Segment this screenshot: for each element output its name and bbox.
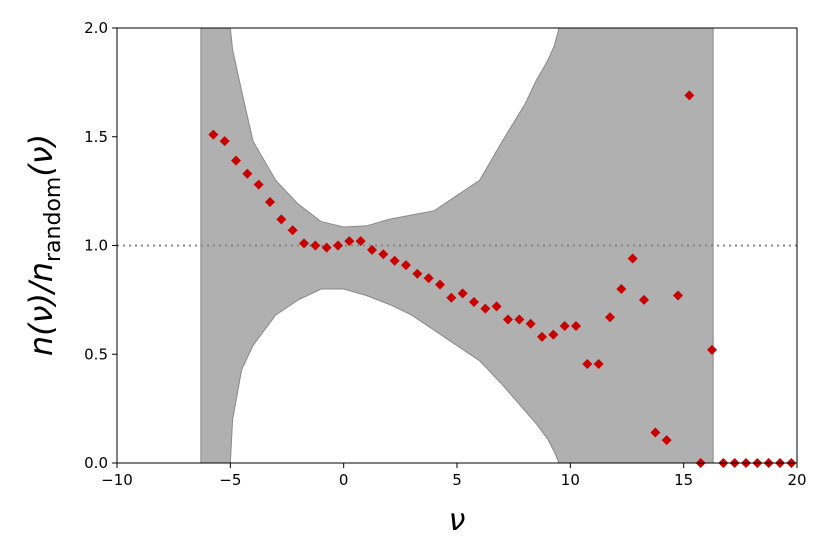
point [208,129,219,140]
point [344,236,355,247]
point [242,168,253,179]
y-label-main: n(ν)/n [22,262,60,356]
point [333,240,343,251]
point [537,331,547,342]
x-tick-label: 5 [452,471,462,489]
point [287,225,298,236]
point [469,297,479,308]
point [661,435,672,446]
point [412,268,423,279]
point [707,344,717,355]
point [299,238,309,249]
point [571,320,581,331]
point [650,427,661,438]
point [548,329,559,340]
x-axis-label: ν [449,503,466,538]
point [265,197,275,207]
point [480,303,491,314]
point [684,90,695,101]
point [423,273,434,284]
band [200,28,714,463]
y-label-end: (ν) [22,134,60,177]
band-layer [200,28,714,463]
point [616,284,627,294]
point [435,279,445,290]
y-label-sub: random [41,177,66,262]
point [559,320,570,331]
point [401,260,411,271]
point [389,255,400,266]
point [355,236,366,247]
point [276,214,287,225]
main-layer: −10 −5 0 5 10 15 20 0.0 0.5 1.0 1.5 2.0 [84,19,806,489]
point [525,318,536,329]
point [321,242,332,253]
y-tick-label: 1.0 [84,237,108,255]
point [367,244,377,255]
y-axis-label: n(ν)/nrandom(ν) [22,134,66,356]
point [673,290,683,301]
point [593,359,604,370]
x-tick-label: −10 [101,471,133,489]
point [627,253,638,264]
point [253,179,264,190]
point [639,294,649,305]
point [219,136,230,147]
point [378,249,389,260]
y-tick-label: 0.5 [84,345,108,363]
y-tick-label: 2.0 [84,19,108,37]
point [491,301,502,312]
x-tick-label: 15 [674,471,693,489]
x-tick-label: 20 [787,471,806,489]
point [582,359,593,370]
point [231,155,241,166]
x-tick-label: 0 [339,471,349,489]
point [503,314,513,325]
x-tick-label: 10 [561,471,580,489]
point [514,314,525,325]
point [605,312,615,323]
point [457,288,468,299]
point [310,240,321,251]
point [446,292,457,303]
y-tick-label: 0.0 [84,454,108,472]
x-tick-label: −5 [219,471,241,489]
y-tick-label: 1.5 [84,128,108,146]
